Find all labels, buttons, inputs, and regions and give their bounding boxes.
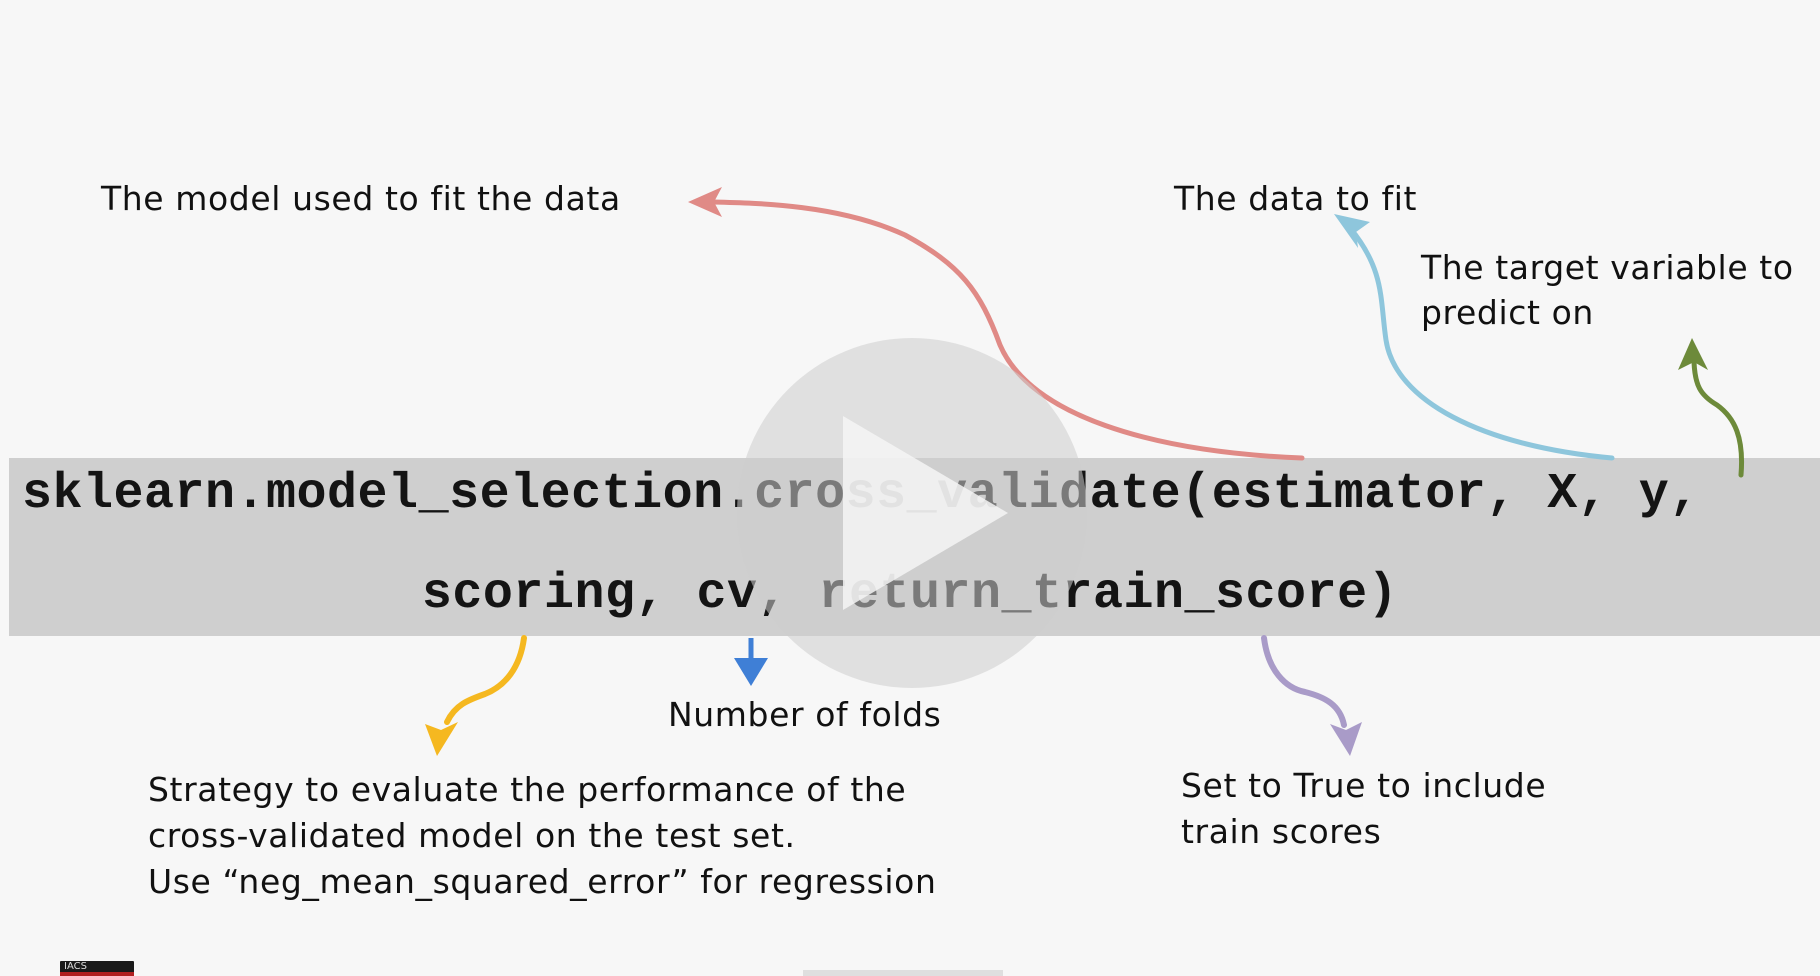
x-annotation: The data to fit xyxy=(1174,179,1418,218)
return-train-score-annotation-line1: Set to True to include xyxy=(1181,766,1547,805)
y-arrow-head xyxy=(1678,338,1708,370)
return-train-score-arrow-head xyxy=(1330,722,1362,756)
scoring-annotation-line2: cross-validated model on the test set. xyxy=(148,816,796,855)
return-train-score-arrow xyxy=(1261,635,1347,728)
scoring-arrow xyxy=(444,635,527,725)
cv-arrow-head xyxy=(734,658,768,686)
cv-annotation: Number of folds xyxy=(668,695,942,734)
return-train-score-annotation-line2: train scores xyxy=(1181,812,1382,851)
logo-stripe xyxy=(60,972,134,976)
estimator-annotation: The model used to fit the data xyxy=(101,179,621,218)
y-annotation-line2: predict on xyxy=(1421,293,1594,332)
y-annotation-line1: The target variable to xyxy=(1421,248,1794,287)
scoring-annotation-line3: Use “neg_mean_squared_error” for regress… xyxy=(148,862,937,901)
y-arrow xyxy=(1691,359,1745,478)
footer-caption xyxy=(803,970,1003,976)
play-icon xyxy=(843,416,1008,610)
iacs-logo-text: IACS xyxy=(64,961,87,972)
scoring-arrow-head xyxy=(425,722,458,756)
x-arrow xyxy=(1347,225,1615,461)
play-button[interactable] xyxy=(737,338,1087,688)
iacs-logo: IACS xyxy=(60,961,134,976)
scoring-annotation-line1: Strategy to evaluate the performance of … xyxy=(148,770,907,809)
x-arrow-head xyxy=(1334,214,1370,248)
estimator-arrow-head xyxy=(688,187,722,217)
estimator-arrow xyxy=(709,199,1305,461)
